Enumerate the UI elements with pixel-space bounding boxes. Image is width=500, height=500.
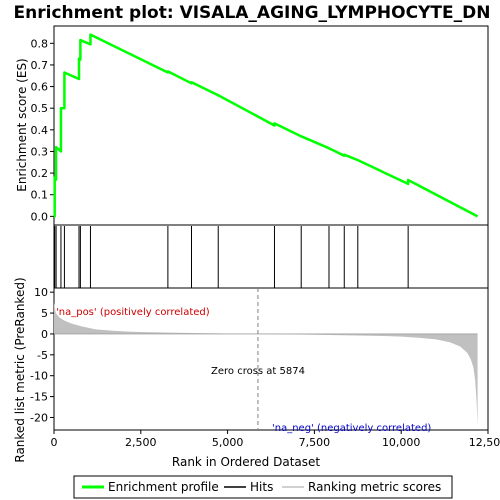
es-y-axis-label: Enrichment score (ES) [15, 58, 29, 191]
metric-y-tick-label: -5 [37, 349, 48, 362]
ranking-metric-area [54, 302, 478, 426]
enrichment-profile-line [53, 33, 479, 218]
x-tick-label: 12,500 [469, 436, 500, 449]
metric-y-axis-label: Ranked list metric (PreRanked) [13, 277, 27, 462]
es-panel [53, 25, 489, 226]
legend-label: Enrichment profile [108, 480, 219, 494]
es-y-tick-label: 0.0 [31, 210, 49, 223]
x-axis-label: Rank in Ordered Dataset [172, 455, 320, 469]
x-tick-label: 10,000 [382, 436, 421, 449]
x-tick-label: 7,500 [299, 436, 331, 449]
positive-correlation-label: 'na_pos' (positively correlated) [56, 307, 210, 318]
zero-cross-label: Zero cross at 5874 [211, 366, 305, 377]
metric-y-tick-label: 10 [34, 286, 48, 299]
es-y-tick-label: 0.4 [31, 124, 49, 137]
chart-title: Enrichment plot: VISALA_AGING_LYMPHOCYTE… [14, 3, 491, 23]
es-y-tick-label: 0.1 [31, 189, 49, 202]
metric-y-tick-label: 0 [41, 328, 48, 341]
es-y-tick-label: 0.2 [31, 167, 49, 180]
es-axis: 0.0 0.1 0.2 0.3 0.4 0.5 0.6 0.7 0.8 [31, 37, 54, 223]
hits-panel [53, 224, 489, 289]
es-y-tick-label: 0.5 [31, 102, 49, 115]
legend: Enrichment profile Hits Ranking metric sco… [82, 480, 441, 494]
metric-y-tick-label: -10 [30, 370, 48, 383]
legend-label: Hits [250, 480, 273, 494]
es-y-tick-label: 0.3 [31, 145, 49, 158]
x-tick-label: 5,000 [212, 436, 244, 449]
hit-markers [54, 226, 409, 288]
legend-label: Ranking metric scores [308, 480, 441, 494]
x-axis: 0 2,500 5,000 7,500 10,000 12,500 [51, 430, 500, 449]
legend-box [73, 475, 453, 499]
metric-y-tick-label: 5 [41, 307, 48, 320]
metric-plot-area [54, 288, 478, 430]
metric-panel [53, 287, 489, 431]
metric-y-tick-label: -20 [30, 411, 48, 424]
es-plot-area [53, 33, 479, 218]
metric-axis: 10 5 0 -5 -10 -15 -20 [30, 286, 54, 424]
es-y-tick-label: 0.8 [31, 37, 49, 50]
negative-correlation-label: 'na_neg' (negatively correlated) [272, 423, 431, 434]
x-tick-label: 2,500 [125, 436, 157, 449]
es-y-tick-label: 0.7 [31, 59, 49, 72]
x-tick-label: 0 [51, 436, 58, 449]
es-y-tick-label: 0.6 [31, 81, 49, 94]
metric-y-tick-label: -15 [30, 391, 48, 404]
